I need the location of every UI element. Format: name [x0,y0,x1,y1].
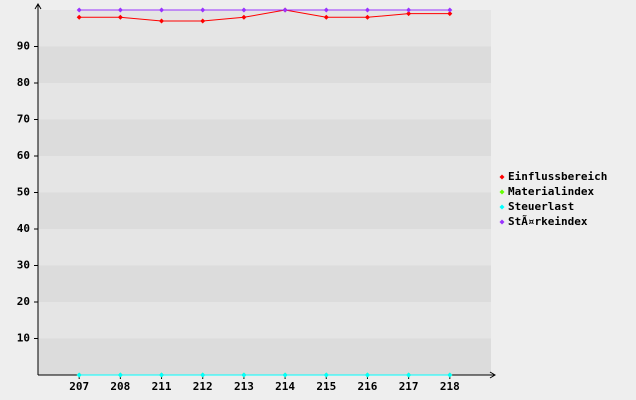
x-tick-label: 213 [234,380,254,393]
legend-marker [499,204,505,210]
point [200,18,206,24]
point [282,372,288,378]
point [241,14,247,20]
point [76,14,82,20]
point [117,14,123,20]
y-axis-arrow [34,3,42,10]
point [364,14,370,20]
grid-band [38,119,491,156]
y-tick-label: 90 [17,40,30,53]
grid-band [38,265,491,302]
legend-marker [499,189,505,195]
grid-band [38,229,491,266]
point [323,372,329,378]
grid-band [38,302,491,339]
point [117,372,123,378]
grid-band [38,46,491,83]
point [447,372,453,378]
y-tick-label: 30 [17,259,30,272]
x-tick-label: 218 [440,380,460,393]
point [159,18,165,24]
point [76,372,82,378]
x-tick-label: 208 [110,380,130,393]
legend-label: StÃ¤rkeindex [508,215,588,228]
series-line [79,9,450,22]
point [241,7,247,13]
y-tick-label: 50 [17,186,30,199]
point [406,372,412,378]
legend-label: Steuerlast [508,200,574,213]
x-tick-label: 217 [399,380,419,393]
point [406,11,412,17]
y-tick-label: 10 [17,332,30,345]
y-tick-label: 60 [17,149,30,162]
point [447,7,453,13]
x-tick-label: 216 [358,380,378,393]
y-tick-label: 20 [17,295,30,308]
grid-band [38,338,491,375]
y-tick-label: 80 [17,76,30,89]
grid-band [38,156,491,193]
x-tick-label: 215 [316,380,336,393]
legend-marker [499,219,505,225]
point [117,7,123,13]
grid-band [38,192,491,229]
point [323,7,329,13]
point [200,372,206,378]
point [447,11,453,17]
point [76,7,82,13]
y-tick-label: 40 [17,222,30,235]
point [364,372,370,378]
x-tick-label: 214 [275,380,295,393]
x-tick-label: 207 [69,380,89,393]
point [282,7,288,13]
grid-band [38,83,491,120]
point [159,7,165,13]
point [323,14,329,20]
legend-label: Materialindex [508,185,594,198]
x-axis-arrow [489,371,496,379]
legend-label: Einflussbereich [508,170,607,183]
x-tick-label: 211 [152,380,172,393]
point [364,7,370,13]
legend-marker [499,174,505,180]
x-tick-label: 212 [193,380,213,393]
point [406,7,412,13]
point [241,372,247,378]
y-tick-label: 70 [17,113,30,126]
grid-band [38,10,491,47]
point [159,372,165,378]
point [200,7,206,13]
